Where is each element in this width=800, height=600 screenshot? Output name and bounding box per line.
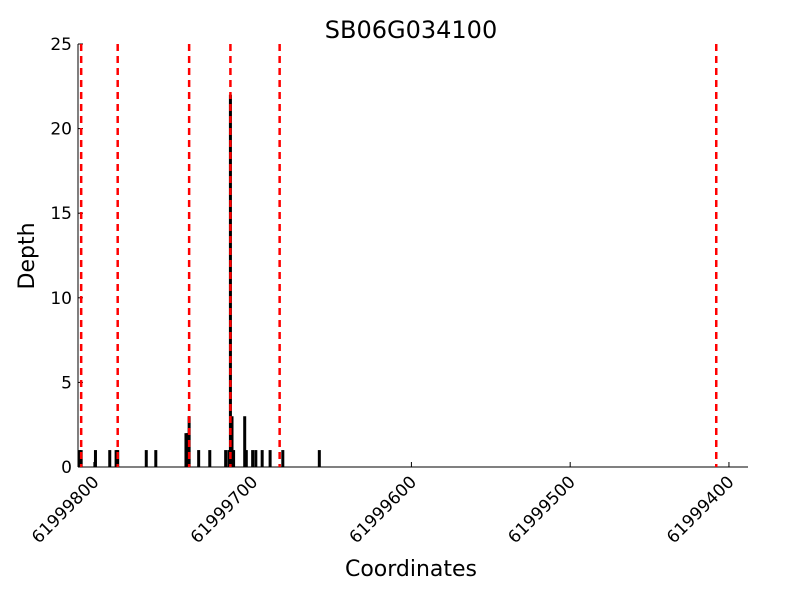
y-tick-label: 10 bbox=[50, 289, 72, 309]
depth-bar bbox=[260, 450, 264, 467]
x-tick-label: 61999700 bbox=[187, 472, 262, 547]
depth-bar bbox=[251, 450, 255, 467]
depth-bar bbox=[228, 94, 232, 467]
chart-title: SB06G034100 bbox=[325, 16, 497, 44]
y-tick-label: 5 bbox=[61, 373, 72, 393]
depth-bar bbox=[78, 450, 82, 467]
y-tick-label: 20 bbox=[50, 120, 72, 140]
x-tick-label: 61999500 bbox=[504, 472, 579, 547]
depth-bar bbox=[243, 416, 247, 467]
depth-bar bbox=[144, 450, 148, 467]
depth-bar bbox=[230, 416, 234, 467]
depth-bar bbox=[224, 450, 228, 467]
depth-bar bbox=[281, 450, 285, 467]
depth-bar bbox=[254, 450, 258, 467]
depth-bar bbox=[317, 450, 321, 467]
depth-bar bbox=[114, 450, 118, 467]
y-tick-label: 15 bbox=[50, 204, 72, 224]
depth-bar bbox=[227, 450, 231, 467]
x-tick-label: 61999600 bbox=[346, 472, 421, 547]
y-tick-label: 0 bbox=[61, 458, 72, 478]
depth-bar bbox=[186, 433, 190, 467]
y-tick-label: 25 bbox=[50, 35, 72, 55]
depth-bar bbox=[197, 450, 201, 467]
x-tick-label: 61999400 bbox=[663, 472, 738, 547]
depth-bar bbox=[232, 450, 236, 467]
depth-bar bbox=[244, 450, 248, 467]
y-axis-label: Depth bbox=[15, 222, 40, 289]
depth-bar bbox=[93, 450, 97, 467]
depth-bar bbox=[184, 433, 188, 467]
depth-bar bbox=[108, 450, 112, 467]
x-axis-label: Coordinates bbox=[345, 557, 477, 582]
depth-bar bbox=[268, 450, 272, 467]
depth-bar bbox=[208, 450, 212, 467]
plot-area: 0 5 10 15 20 25 61999800 61999700 61999600 619995… bbox=[28, 35, 748, 548]
x-tick-label: 61999800 bbox=[28, 472, 103, 547]
depth-bar bbox=[154, 450, 158, 467]
